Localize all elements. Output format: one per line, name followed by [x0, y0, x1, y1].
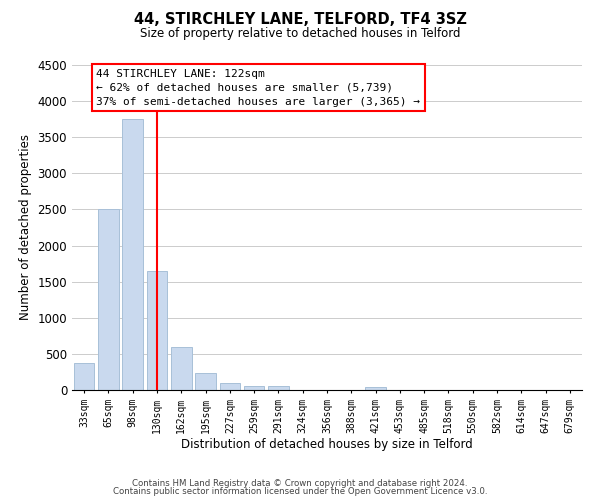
Bar — [365, 387, 386, 390]
Bar — [195, 372, 216, 390]
Y-axis label: Number of detached properties: Number of detached properties — [19, 134, 32, 320]
Text: Contains public sector information licensed under the Open Government Licence v3: Contains public sector information licen… — [113, 487, 487, 496]
Bar — [244, 386, 265, 390]
X-axis label: Distribution of detached houses by size in Telford: Distribution of detached houses by size … — [181, 438, 473, 452]
Text: Size of property relative to detached houses in Telford: Size of property relative to detached ho… — [140, 28, 460, 40]
Bar — [74, 363, 94, 390]
Text: 44 STIRCHLEY LANE: 122sqm
← 62% of detached houses are smaller (5,739)
37% of se: 44 STIRCHLEY LANE: 122sqm ← 62% of detac… — [96, 68, 420, 106]
Bar — [171, 346, 191, 390]
Bar — [98, 210, 119, 390]
Text: 44, STIRCHLEY LANE, TELFORD, TF4 3SZ: 44, STIRCHLEY LANE, TELFORD, TF4 3SZ — [134, 12, 466, 28]
Text: Contains HM Land Registry data © Crown copyright and database right 2024.: Contains HM Land Registry data © Crown c… — [132, 478, 468, 488]
Bar — [146, 271, 167, 390]
Bar — [268, 386, 289, 390]
Bar — [220, 383, 240, 390]
Bar — [122, 119, 143, 390]
